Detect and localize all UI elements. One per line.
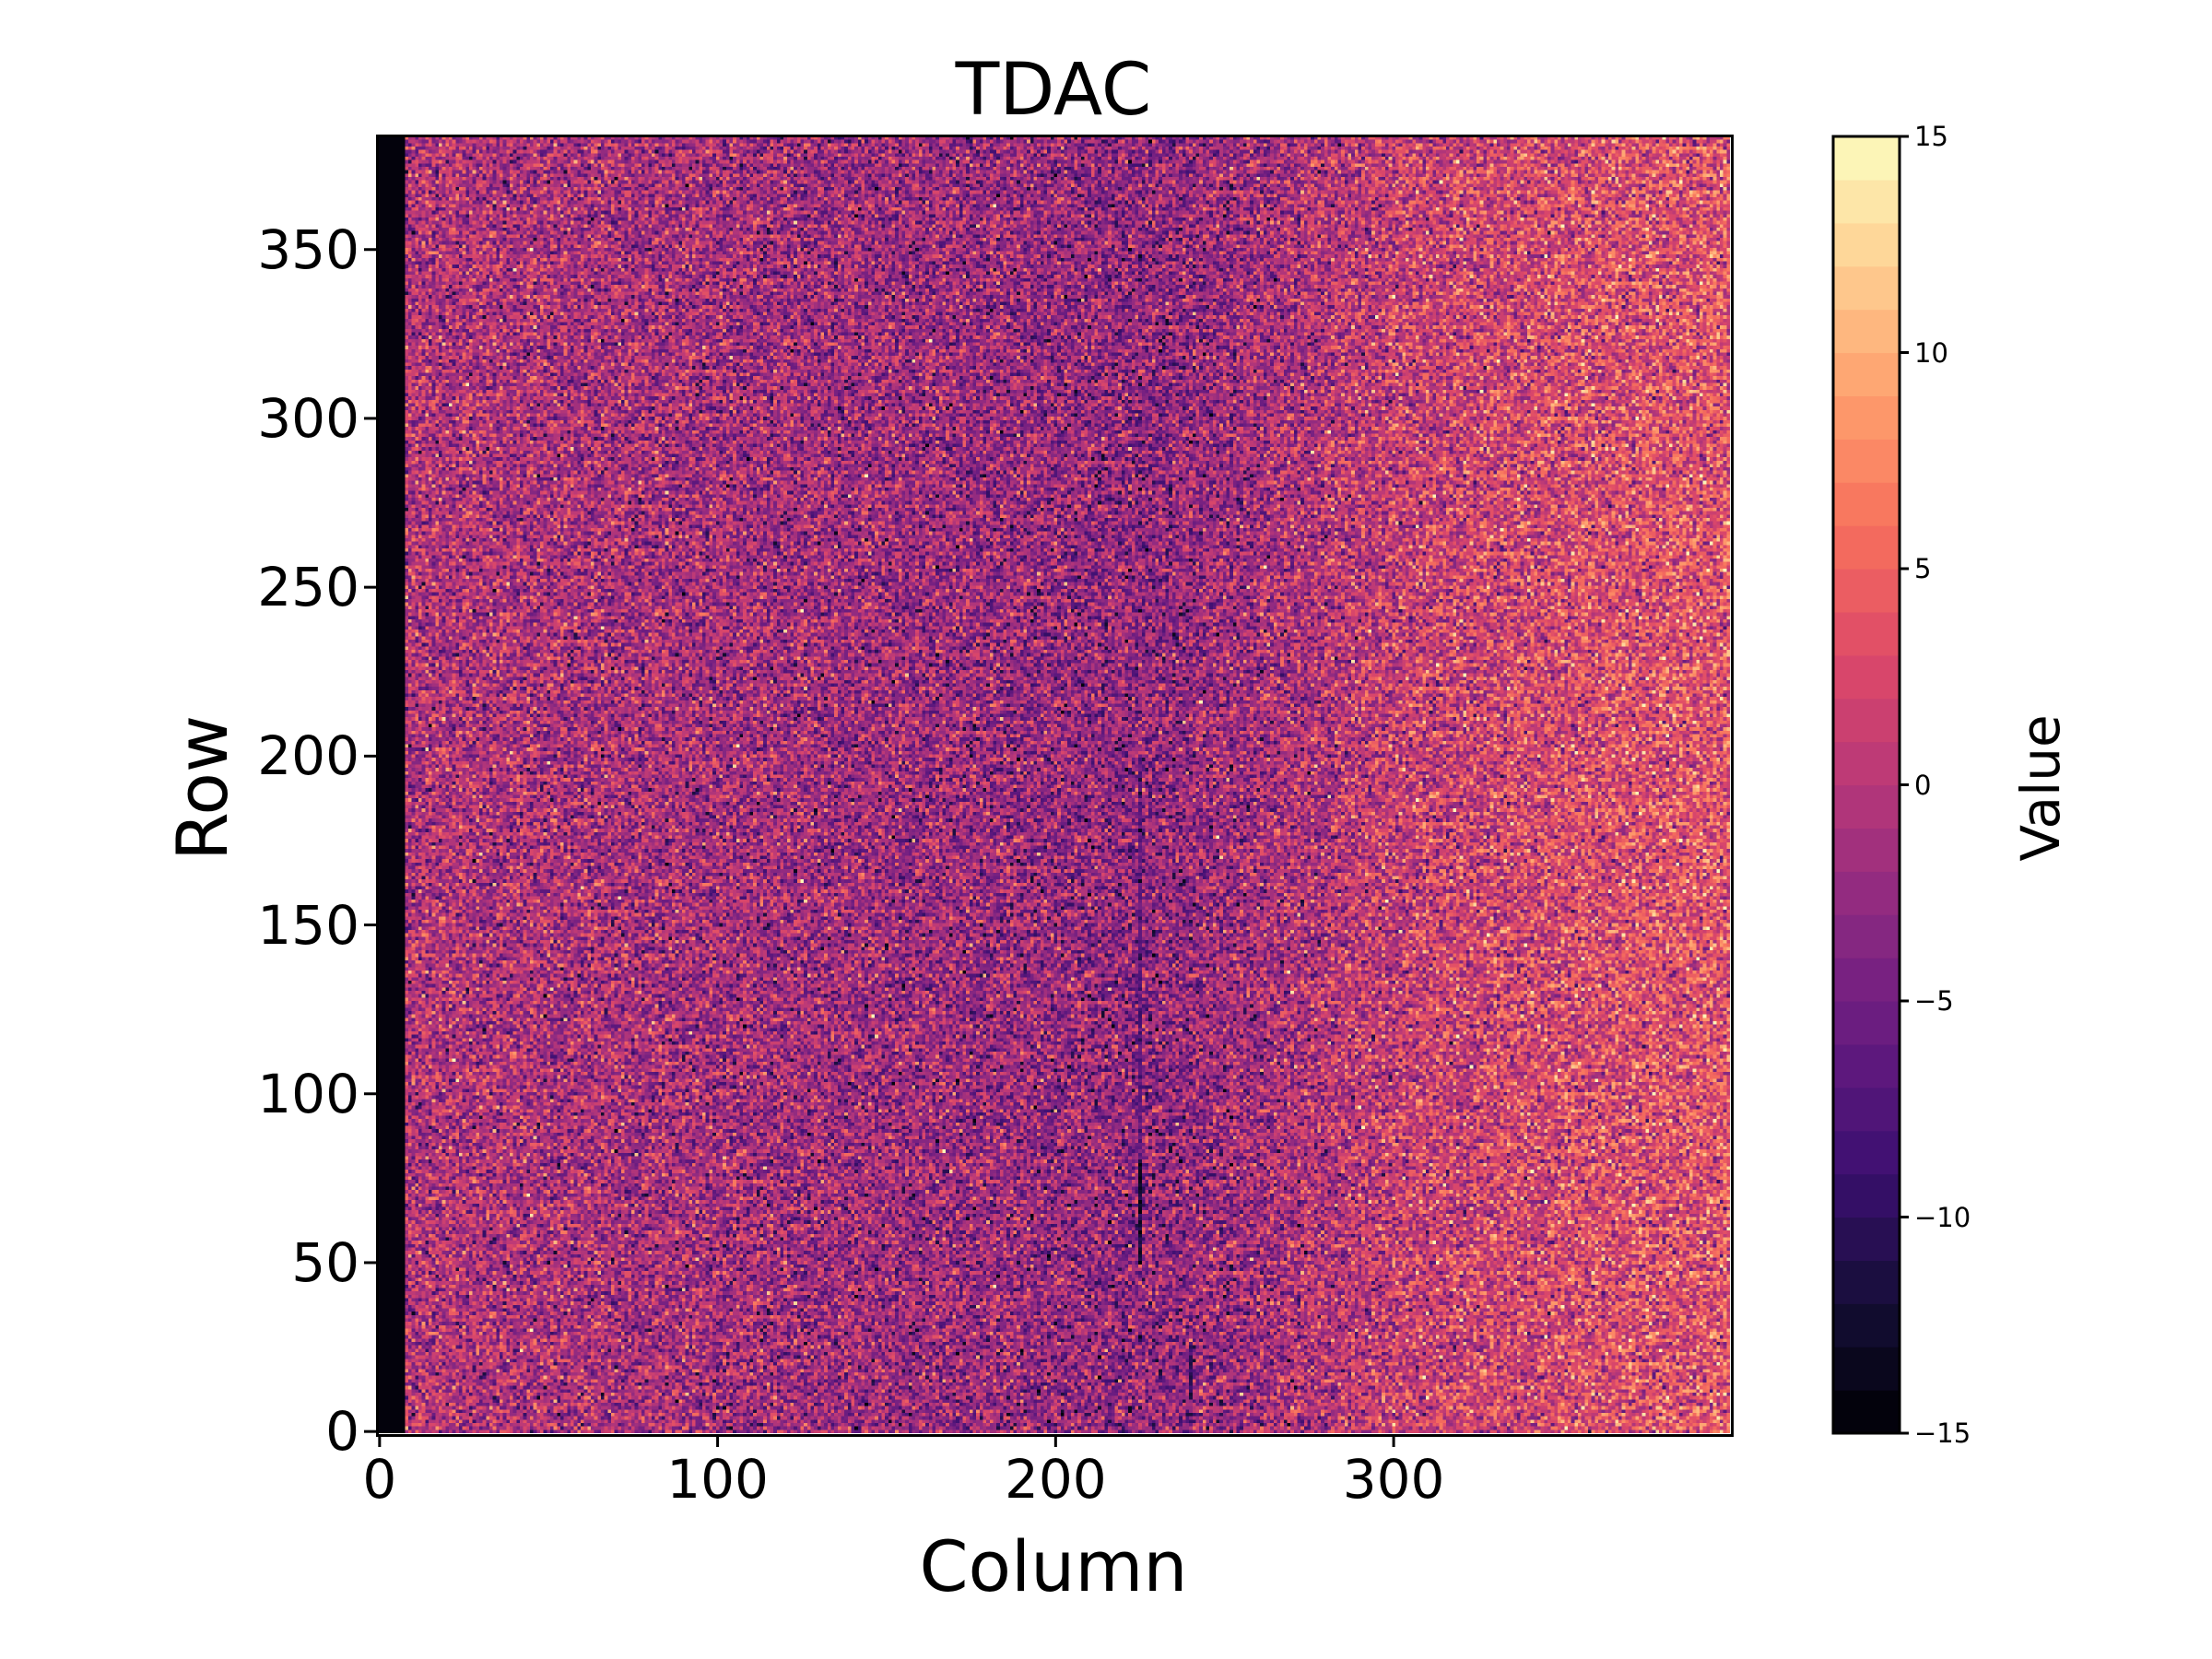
y-tick-label: 50 (291, 1230, 359, 1294)
colorbar-level (1833, 1173, 1900, 1218)
colorbar-level (1833, 654, 1900, 700)
colorbar-level (1833, 1001, 1900, 1045)
y-tick-label: 350 (257, 218, 359, 281)
chart-title: TDAC (955, 49, 1152, 132)
colorbar-level (1833, 1087, 1900, 1132)
y-tick-label: 300 (257, 386, 359, 450)
y-tick-label: 200 (257, 724, 359, 788)
colorbar-tick-label: −5 (1914, 985, 1954, 1017)
colorbar-level (1833, 1347, 1900, 1391)
colorbar-level (1833, 914, 1900, 959)
colorbar-level (1833, 1390, 1900, 1434)
colorbar-level (1833, 1260, 1900, 1304)
y-axis-label: Row (161, 714, 243, 862)
colorbar-level (1833, 611, 1900, 656)
colorbar-level (1833, 1217, 1900, 1261)
colorbar-tick-label: −10 (1914, 1201, 1971, 1233)
y-tick-label: 150 (257, 893, 359, 957)
colorbar-tick-label: 5 (1914, 553, 1932, 584)
y-tick-label: 0 (325, 1400, 359, 1464)
x-tick-label: 200 (1004, 1448, 1107, 1511)
colorbar-level (1833, 136, 1900, 181)
colorbar-level (1833, 222, 1900, 267)
colorbar-level (1833, 482, 1900, 526)
colorbar-level (1833, 741, 1900, 786)
x-axis-label: Column (919, 1525, 1188, 1607)
colorbar-level (1833, 828, 1900, 872)
y-tick-label: 100 (257, 1062, 359, 1125)
colorbar-tick-label: 15 (1914, 121, 1948, 152)
colorbar-level (1833, 871, 1900, 915)
colorbar-level (1833, 265, 1900, 311)
colorbar-tick-label: −15 (1914, 1418, 1971, 1449)
colorbar-tick-label: 0 (1914, 769, 1932, 801)
colorbar-level (1833, 569, 1900, 613)
colorbar-level (1833, 525, 1900, 570)
colorbar-level (1833, 1303, 1900, 1347)
heatmap-image (378, 136, 1730, 1433)
x-tick-label: 0 (362, 1448, 397, 1511)
colorbar-label: Value (2009, 714, 2072, 862)
colorbar-tick-label: 10 (1914, 336, 1948, 369)
colorbar-level (1833, 958, 1900, 1002)
x-tick-label: 100 (666, 1448, 769, 1511)
x-tick-label: 300 (1342, 1448, 1445, 1511)
colorbar-level (1833, 1130, 1900, 1175)
colorbar-level (1833, 1043, 1900, 1088)
colorbar-level (1833, 352, 1900, 396)
y-tick-label: 250 (257, 556, 359, 619)
colorbar-level (1833, 309, 1900, 354)
colorbar-level (1833, 395, 1900, 440)
colorbar-level (1833, 698, 1900, 743)
colorbar-level (1833, 784, 1900, 829)
colorbar-level (1833, 179, 1900, 224)
colorbar-level (1833, 439, 1900, 483)
